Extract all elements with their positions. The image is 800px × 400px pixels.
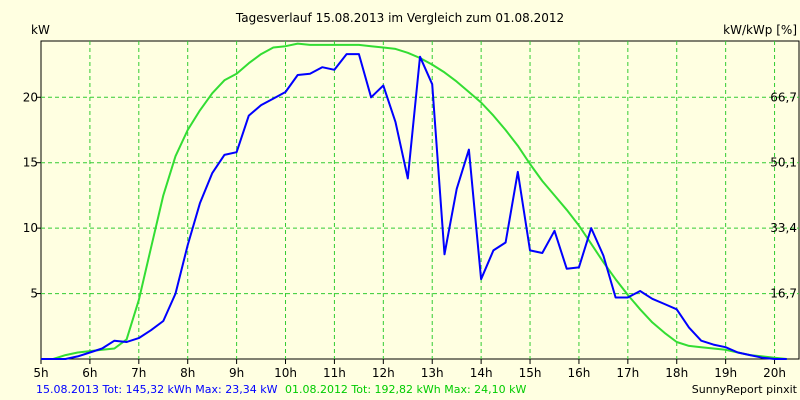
x-tick-label: 8h (180, 366, 195, 380)
y-axis-label-right: kW/kWp [%] (723, 23, 797, 37)
y-tick-label-left: 15 (23, 156, 38, 170)
y-tick-label-right: 50,1 (770, 156, 797, 170)
footer-legend: 15.08.2013 Tot: 145,32 kWh Max: 23,34 kW… (36, 383, 527, 396)
grid-lines (41, 41, 799, 359)
y-tick-label-left: 5 (30, 287, 38, 301)
x-tick-label: 5h (33, 366, 48, 380)
x-tick-label: 10h (274, 366, 297, 380)
legend-entry-2013: 15.08.2013 Tot: 145,32 kWh Max: 23,34 kW (36, 383, 278, 396)
axis-ticks: 5h 6h 7h 8h 9h 10h 11h 12h 13h 14h 15h 16h 17h 18h 19h… (23, 90, 797, 380)
x-tick-label: 6h (82, 366, 97, 380)
series-line-2013 (41, 53, 787, 360)
y-tick-label-right: 66,7 (770, 90, 797, 104)
series-line-2012 (41, 42, 787, 360)
x-tick-label: 11h (323, 366, 346, 380)
y-tick-label-right: 33,4 (770, 221, 797, 235)
legend-entry-2012: 01.08.2012 Tot: 192,82 kWh Max: 24,10 kW (285, 383, 527, 396)
y-tick-label-left: 20 (23, 90, 38, 104)
x-tick-label: 18h (665, 366, 688, 380)
x-tick-label: 17h (616, 366, 639, 380)
plot-area (40, 40, 800, 360)
series-layer (41, 42, 787, 360)
y-axis-label-left: kW (31, 23, 50, 37)
x-tick-label: 7h (131, 366, 146, 380)
x-tick-label: 19h (714, 366, 737, 380)
y-tick-label-right: 16,7 (770, 287, 797, 301)
y-tick-label-left: 10 (23, 221, 38, 235)
x-tick-label: 13h (421, 366, 444, 380)
x-tick-label: 12h (372, 366, 395, 380)
x-tick-label: 14h (470, 366, 493, 380)
x-tick-label: 20h (763, 366, 786, 380)
x-tick-label: 15h (519, 366, 542, 380)
x-tick-label: 16h (567, 366, 590, 380)
chart-title: Tagesverlauf 15.08.2013 im Vergleich zum… (235, 11, 564, 25)
x-tick-label: 9h (229, 366, 244, 380)
footer-credit: SunnyReport pinxit (692, 383, 798, 396)
